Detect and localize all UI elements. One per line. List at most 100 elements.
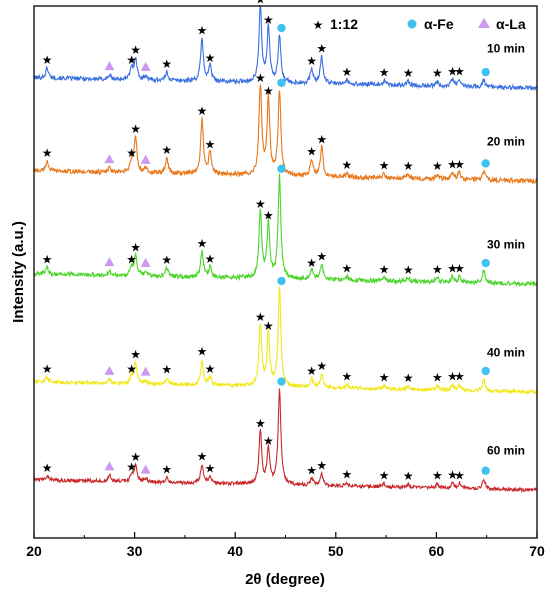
star-marker: ★ — [403, 66, 414, 80]
star-marker: ★ — [42, 252, 53, 266]
star-marker: ★ — [432, 159, 443, 173]
alpha-fe-marker — [481, 159, 490, 168]
star-marker: ★ — [205, 462, 216, 476]
legend: ★ 1:12 α-Fe α-La — [313, 16, 526, 32]
star-marker: ★ — [130, 450, 141, 464]
star-marker: ★ — [316, 249, 327, 263]
star-marker: ★ — [379, 262, 390, 276]
series-line-30-min — [33, 173, 538, 288]
star-marker: ★ — [379, 66, 390, 80]
x-axis-title: 2θ (degree) — [245, 571, 325, 588]
alpha-fe-marker — [277, 164, 286, 173]
star-marker: ★ — [130, 348, 141, 362]
star-marker: ★ — [379, 370, 390, 384]
star-marker: ★ — [379, 159, 390, 173]
star-marker: ★ — [316, 41, 327, 55]
star-marker: ★ — [42, 53, 53, 67]
star-marker: ★ — [255, 0, 266, 7]
star-marker: ★ — [447, 64, 458, 78]
star-marker: ★ — [42, 461, 53, 475]
star-marker: ★ — [161, 253, 172, 267]
star-marker: ★ — [161, 57, 172, 71]
alpha-fe-marker — [277, 377, 286, 386]
star-marker: ★ — [447, 369, 458, 383]
star-marker: ★ — [316, 359, 327, 373]
alpha-fe-marker — [481, 258, 490, 268]
x-tick-label: 70 — [529, 543, 545, 559]
marker-layer: ★ ★ ★ ★ ★ ★ ★ ★ ★ ★ ★ ★ ★ ★ ★ ★ ★ ★ ★ ★ ★ ★ ★ ★ ★ ★ ★ ★ ★ ★ ★ ★ ★ ★ ★ ★ ★ ★ ★ ★… — [42, 0, 490, 483]
star-marker: ★ — [197, 24, 208, 38]
alpha-la-marker — [104, 461, 115, 471]
star-marker: ★ — [130, 43, 141, 57]
star-marker: ★ — [130, 122, 141, 136]
x-tick-label: 30 — [127, 543, 143, 559]
alpha-fe-marker — [481, 67, 490, 77]
star-marker: ★ — [341, 262, 352, 276]
star-marker: ★ — [205, 362, 216, 376]
star-marker: ★ — [255, 417, 266, 431]
star-marker: ★ — [42, 146, 53, 160]
alpha-fe-marker — [481, 466, 490, 475]
star-marker: ★ — [306, 256, 317, 270]
star-marker: ★ — [161, 363, 172, 377]
star-marker: ★ — [42, 362, 53, 376]
star-marker: ★ — [126, 252, 137, 266]
series-label-40-min: 40 min — [487, 345, 525, 359]
alpha-fe-marker — [277, 276, 286, 286]
x-tick-label: 40 — [227, 543, 243, 559]
star-marker: ★ — [447, 468, 458, 482]
alpha-fe-marker — [277, 23, 286, 33]
star-marker: ★ — [403, 469, 414, 483]
star-marker: ★ — [263, 13, 274, 27]
star-marker: ★ — [341, 468, 352, 482]
star-marker: ★ — [403, 371, 414, 385]
star-marker: ★ — [126, 146, 137, 160]
series-line-20-min — [33, 84, 538, 185]
legend-label: α-Fe — [424, 16, 454, 32]
star-marker: ★ — [130, 240, 141, 254]
star-marker: ★ — [306, 364, 317, 378]
x-tick-label: 60 — [429, 543, 445, 559]
star-marker: ★ — [126, 362, 137, 376]
series-label-60-min: 60 min — [487, 443, 525, 457]
star-marker: ★ — [432, 469, 443, 483]
x-tick-label: 20 — [26, 543, 42, 559]
series-label-10-min: 10 min — [487, 41, 525, 55]
star-marker: ★ — [341, 65, 352, 79]
star-marker: ★ — [126, 460, 137, 474]
star-marker: ★ — [197, 345, 208, 359]
legend-label: α-La — [496, 16, 526, 32]
series-line-40-min — [33, 286, 538, 396]
star-marker: ★ — [205, 51, 216, 65]
star-marker: ★ — [255, 310, 266, 324]
star-marker: ★ — [197, 450, 208, 464]
x-tick-label: 50 — [328, 543, 344, 559]
star-marker: ★ — [263, 434, 274, 448]
series-line-10-min — [33, 5, 538, 92]
star-marker: ★ — [454, 261, 465, 275]
star-marker: ★ — [255, 71, 266, 85]
star-marker: ★ — [205, 137, 216, 151]
star-marker: ★ — [432, 371, 443, 385]
star-marker: ★ — [197, 104, 208, 118]
series-label-20-min: 20 min — [487, 134, 525, 148]
star-marker: ★ — [341, 158, 352, 172]
alpha-la-marker — [104, 61, 115, 71]
star-marker: ★ — [403, 159, 414, 173]
star-marker: ★ — [161, 143, 172, 157]
alpha-la-marker — [140, 154, 151, 164]
star-marker: ★ — [263, 84, 274, 98]
alpha-fe-marker — [481, 366, 490, 376]
star-marker: ★ — [454, 468, 465, 482]
star-marker: ★ — [379, 468, 390, 482]
star-marker: ★ — [263, 208, 274, 222]
legend-circle-icon — [407, 19, 417, 29]
alpha-la-marker — [104, 365, 115, 375]
alpha-la-marker — [104, 154, 115, 164]
star-marker: ★ — [454, 65, 465, 79]
star-marker: ★ — [306, 144, 317, 158]
star-marker: ★ — [316, 133, 327, 147]
x-axis-ticks: 20 30 40 50 60 70 — [26, 532, 545, 559]
